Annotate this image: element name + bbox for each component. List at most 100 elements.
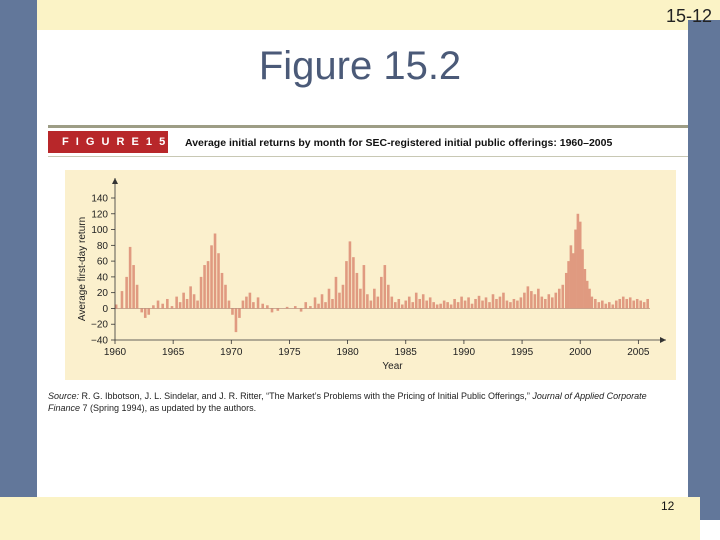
chart-bar xyxy=(576,213,580,309)
y-tick-label: 0 xyxy=(102,304,108,315)
chart-bar xyxy=(509,302,512,309)
chart-bar xyxy=(519,297,523,309)
chart-bar xyxy=(604,303,608,309)
chart-bar xyxy=(632,300,636,309)
chart-bar xyxy=(352,257,355,309)
chart-bar xyxy=(557,288,561,309)
chart-bar xyxy=(523,292,526,309)
chart-bar xyxy=(540,296,544,309)
chart-bar xyxy=(505,300,509,309)
figure-sub-rule xyxy=(48,156,688,157)
chart-bar xyxy=(642,302,646,309)
chart-bar xyxy=(544,298,547,309)
chart-bar xyxy=(327,288,331,309)
chart-bar xyxy=(227,300,231,309)
chart-bar xyxy=(639,300,642,309)
chart-bar xyxy=(276,308,280,311)
chart-bar xyxy=(299,308,303,312)
chart-bar xyxy=(248,292,252,309)
chart-bar xyxy=(203,265,206,309)
chart-bar xyxy=(498,296,502,309)
slide-title: Figure 15.2 xyxy=(258,44,462,88)
chart-bar xyxy=(161,303,164,309)
chart-panel: 140 120 100 80 60 40 20 0 −20 −40 1960 1965 1970 1975… xyxy=(65,170,676,380)
chart-bar xyxy=(588,288,591,309)
y-axis-label: Average first-day return xyxy=(77,217,88,321)
x-axis-label: Year xyxy=(382,361,403,372)
chart-bar xyxy=(376,296,380,309)
chart-bar xyxy=(320,294,324,309)
chart-bar xyxy=(446,302,449,309)
chart-bar xyxy=(449,304,453,309)
y-axis-arrow xyxy=(112,178,118,184)
chart-bar xyxy=(270,308,274,313)
chart-bar xyxy=(355,272,359,309)
chart-bar xyxy=(526,286,530,309)
chart-bar xyxy=(238,308,241,318)
x-tick-label: 1985 xyxy=(395,347,418,358)
page-number: 12 xyxy=(661,499,675,513)
y-tick-label: −40 xyxy=(91,336,108,347)
slide-number: 15-12 xyxy=(665,6,712,26)
chart-bar xyxy=(304,302,308,309)
chart-bar xyxy=(178,302,182,309)
chart-bar xyxy=(245,296,248,309)
chart-bar xyxy=(390,296,394,309)
chart-bar xyxy=(166,298,169,309)
chart-bar xyxy=(199,276,203,309)
chart-bar xyxy=(369,300,373,309)
chart-bar xyxy=(366,294,369,309)
y-tick-label: 120 xyxy=(91,209,108,220)
bottom-band xyxy=(0,497,700,540)
chart-bar xyxy=(607,302,611,309)
chart-bar xyxy=(453,298,456,309)
chart-bar xyxy=(331,298,334,309)
chart-bar xyxy=(495,298,498,309)
chart-bar xyxy=(432,302,435,309)
x-tick-label: 2005 xyxy=(627,347,650,358)
y-tick-label: 80 xyxy=(97,241,109,252)
chart-bar xyxy=(456,302,460,309)
chart-bar xyxy=(128,246,132,309)
chart-bar xyxy=(594,298,597,309)
y-tick-label: 40 xyxy=(97,272,109,283)
chart-bar xyxy=(231,308,234,315)
chart-bar xyxy=(393,302,397,309)
chart-bar xyxy=(628,297,632,309)
chart-bar xyxy=(530,291,533,309)
chart-bar xyxy=(192,294,196,309)
chart-bar xyxy=(537,288,540,309)
chart-bar xyxy=(567,261,570,309)
chart-bar xyxy=(182,292,185,309)
chart-bar xyxy=(143,308,147,318)
chart-bar xyxy=(334,276,338,309)
chart-bar xyxy=(189,286,192,309)
chart-bar xyxy=(217,253,220,309)
source-text-2: 7 (Spring 1994), as updated by the autho… xyxy=(80,402,257,413)
chart-bar xyxy=(210,245,213,309)
chart-bar xyxy=(152,305,155,309)
chart-bar xyxy=(481,300,484,309)
figure-tag: F I G U R E 1 5 . 2 xyxy=(48,131,168,170)
chart-bar xyxy=(418,298,422,309)
chart-bar xyxy=(345,261,348,309)
figure-source: Source: R. G. Ibbotson, J. L. Sindelar, … xyxy=(48,391,678,414)
chart-bar xyxy=(387,284,390,309)
chart-bar xyxy=(348,241,352,309)
chart-bar xyxy=(597,302,601,309)
chart-bar xyxy=(338,292,341,309)
chart-bar xyxy=(147,308,151,315)
x-axis-arrow xyxy=(660,337,666,343)
chart-bar xyxy=(135,284,139,309)
chart-bar xyxy=(241,300,245,309)
chart-bar xyxy=(439,303,442,309)
chart-bar xyxy=(362,265,366,309)
chart-bar xyxy=(185,298,189,309)
chart-bar xyxy=(125,276,128,309)
chart-bar xyxy=(383,265,387,309)
chart-bar xyxy=(341,284,345,309)
chart-bar xyxy=(491,294,495,309)
chart-bar xyxy=(547,294,551,309)
chart-bar xyxy=(488,302,491,309)
